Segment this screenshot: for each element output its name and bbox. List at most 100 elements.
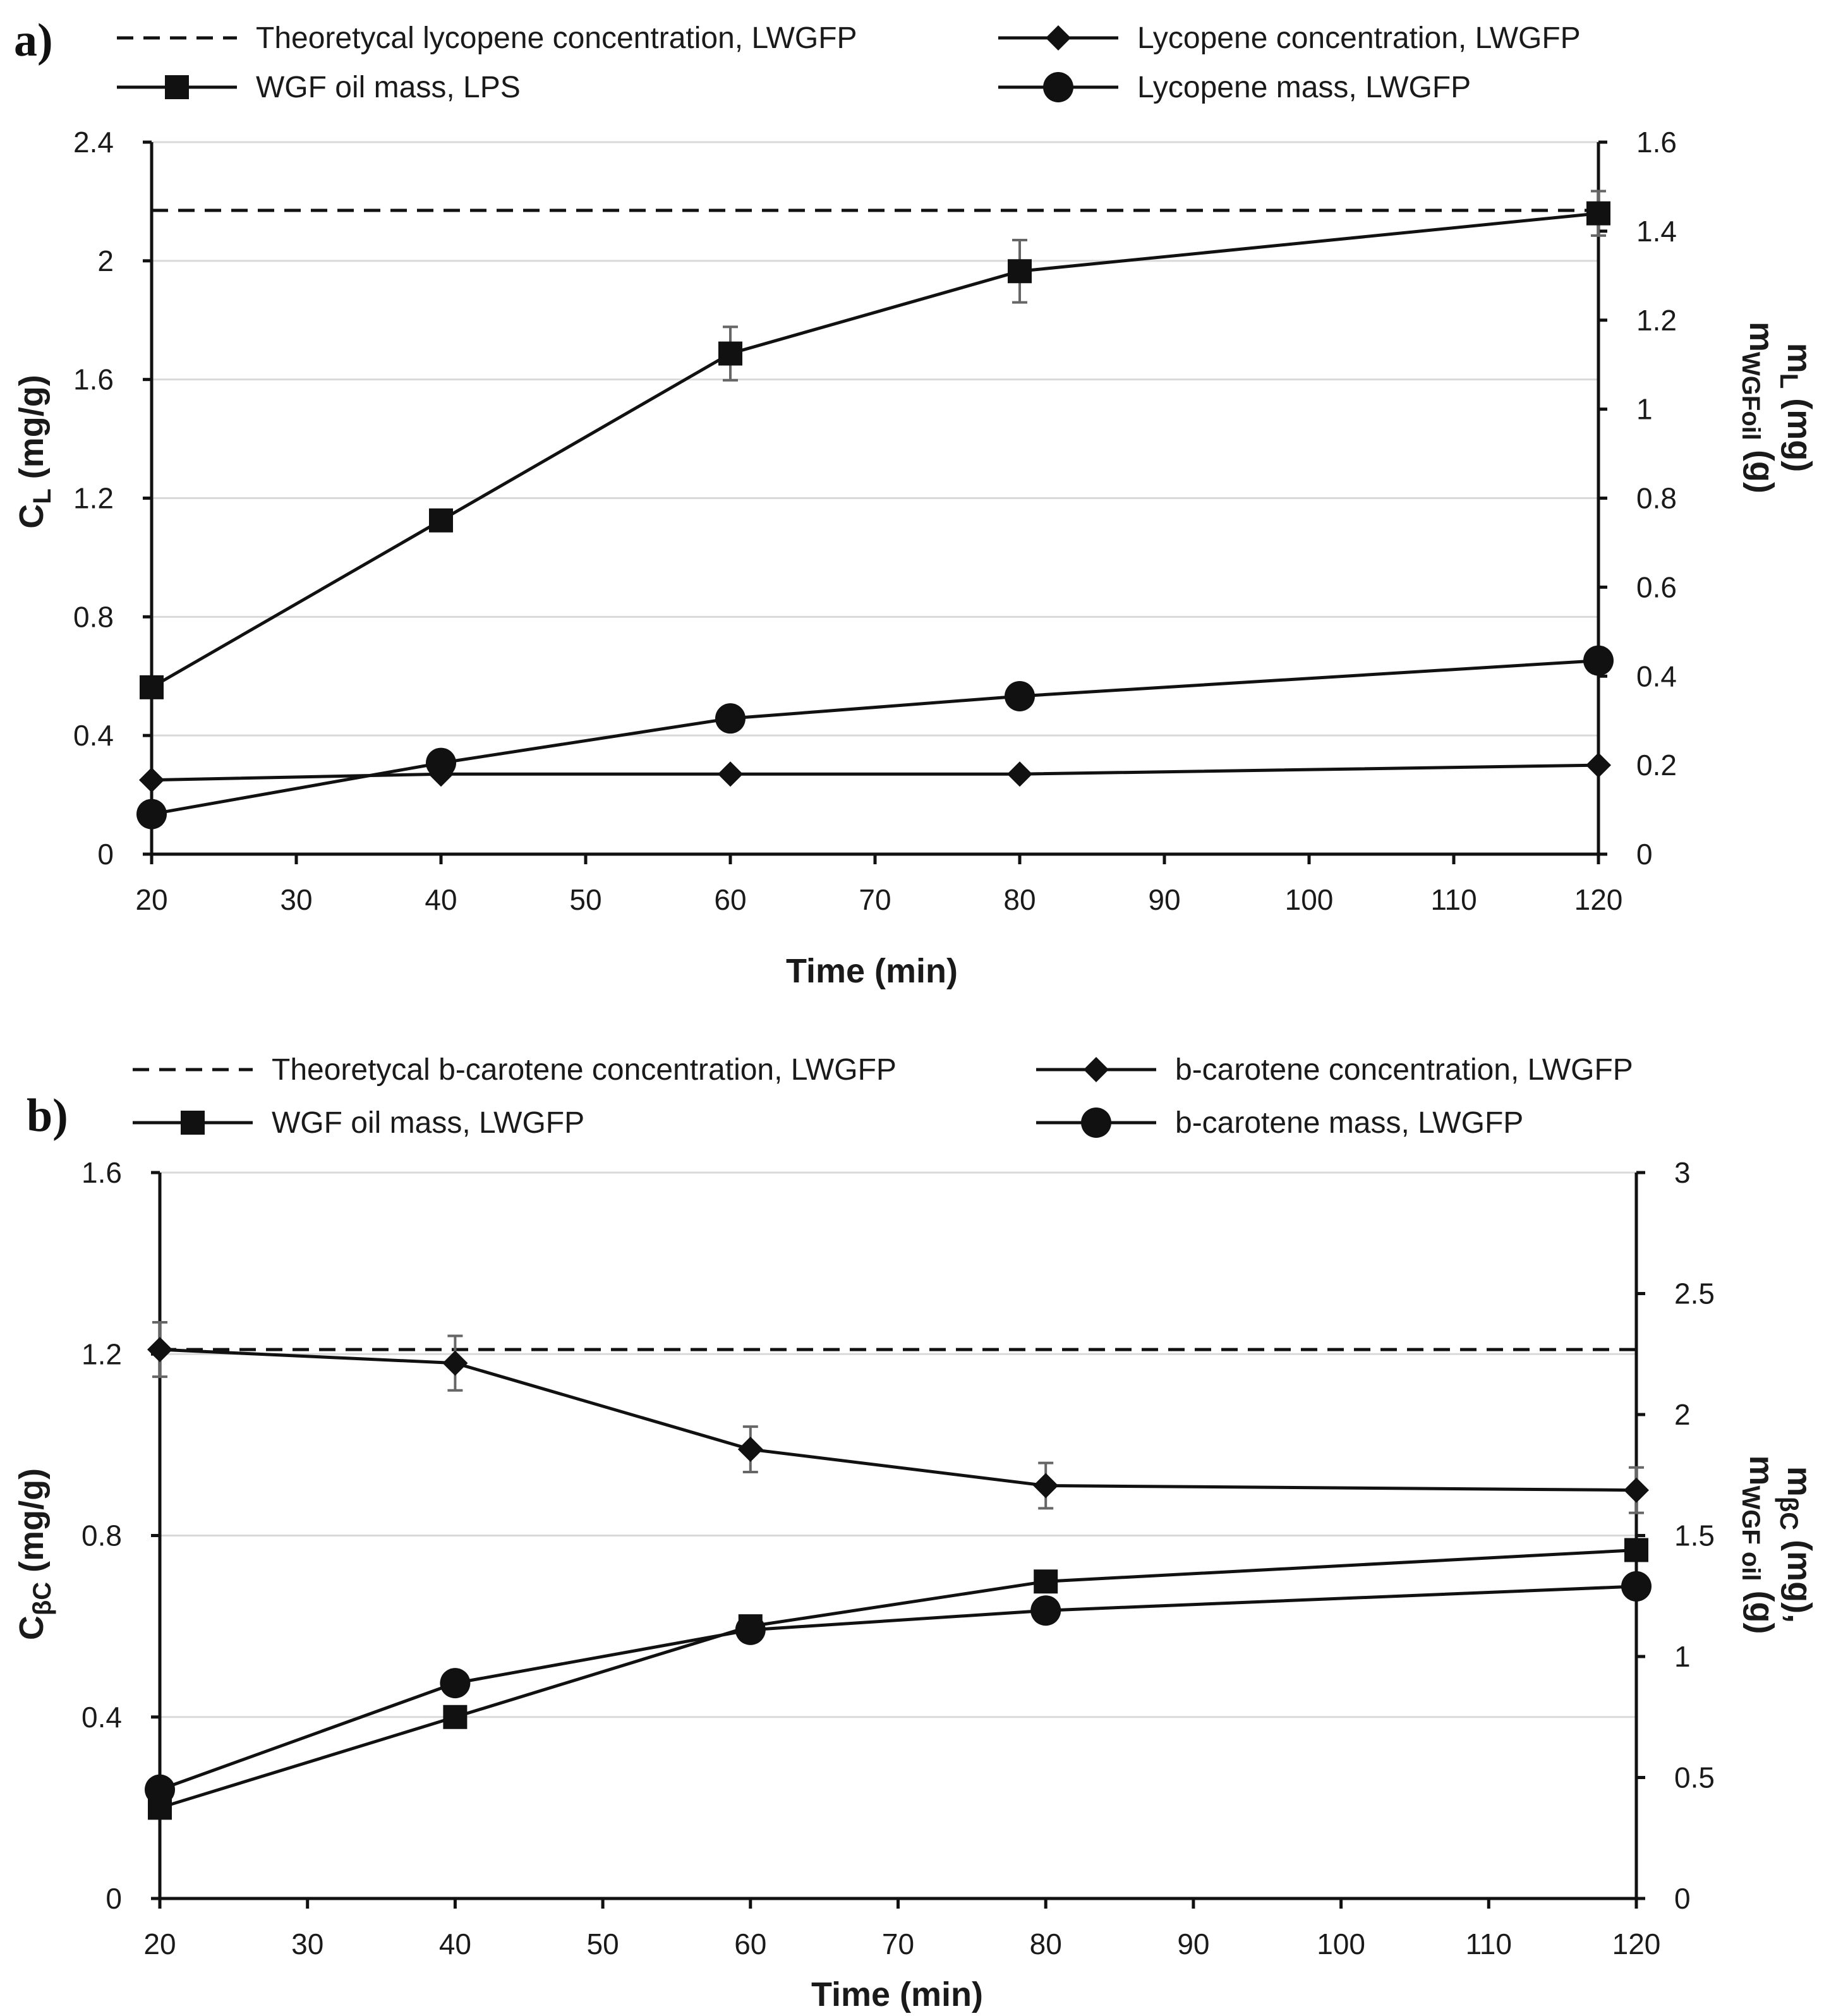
charta-legend-label-2: WGF oil mass, LPS <box>256 71 521 104</box>
charta-series-1-point-0 <box>139 767 164 793</box>
chartb-y-right-tick-label-4: 2 <box>1674 1398 1691 1431</box>
charta-series-2-point-3 <box>1008 259 1032 284</box>
y-axis-label-right-a: mL (mg) <box>1775 343 1818 472</box>
charta-x-tick-label-7: 90 <box>1148 883 1180 916</box>
chartb-x-tick-label-7: 90 <box>1177 1928 1209 1960</box>
charta-x-tick-label-1: 30 <box>280 883 312 916</box>
charta-x-tick-label-3: 50 <box>569 883 601 916</box>
charta-series-3-point-0 <box>136 799 167 830</box>
charta-series-2-point-0 <box>140 675 164 699</box>
chartb-series-3-point-4 <box>1621 1571 1652 1602</box>
chartb-series-1-point-0 <box>147 1337 172 1363</box>
chart-b: b) Theoretycal b-carotene concentration,… <box>13 1053 1818 2013</box>
chartb-series-3-point-0 <box>145 1774 175 1805</box>
charta-series-1-point-3 <box>1007 761 1032 787</box>
chartb-series-3-point-1 <box>440 1668 471 1699</box>
chartb-x-tick-label-8: 100 <box>1317 1928 1365 1960</box>
legend-b: Theoretycal b-carotene concentration, LW… <box>133 1053 1633 1140</box>
chartb-x-tick-label-1: 30 <box>291 1928 323 1960</box>
chartb-x-tick-label-0: 20 <box>143 1928 176 1960</box>
charta-series-3-line <box>151 659 1599 816</box>
charta-y-left-tick-label-1: 0.4 <box>73 719 114 752</box>
charta-y-left-tick-label-6: 2.4 <box>73 126 114 159</box>
chartb-y-right-tick-label-0: 0 <box>1674 1882 1691 1915</box>
series-a <box>136 190 1614 830</box>
chartb-series-1-line <box>159 1348 1637 1492</box>
chartb-series-1-point-1 <box>442 1350 468 1376</box>
charta-x-tick-label-2: 40 <box>425 883 457 916</box>
chartb-x-tick-label-3: 50 <box>587 1928 619 1960</box>
panel-b-label: b) <box>27 1090 68 1142</box>
charta-y-right-tick-label-0: 0 <box>1636 838 1653 871</box>
x-axis-label-a: Time (min) <box>786 952 958 990</box>
chartb-y-right-tick-label-6: 3 <box>1674 1156 1691 1189</box>
chartb-legend-marker-1 <box>1084 1057 1109 1082</box>
charta-series-3-point-4 <box>1583 645 1614 676</box>
charta-y-right-tick-label-2: 0.4 <box>1636 660 1677 692</box>
chartb-series-2-line <box>159 1548 1637 1809</box>
gridlines-b <box>160 1171 1636 1718</box>
y-axis-label-left-a: CL (mg/g) <box>13 375 56 528</box>
x-axis-label-b: Time (min) <box>811 1976 983 2013</box>
charta-x-tick-label-9: 110 <box>1430 883 1477 916</box>
charta-y-left-tick-label-2: 0.8 <box>73 600 114 633</box>
gridlines-a <box>152 141 1598 737</box>
axes-b <box>151 1171 1645 1909</box>
charta-y-right-tick-label-5: 1 <box>1636 393 1653 426</box>
chartb-y-left-tick-label-0: 0 <box>106 1882 122 1915</box>
charta-y-right-tick-label-6: 1.2 <box>1636 304 1677 337</box>
charta-x-tick-label-8: 100 <box>1285 883 1334 916</box>
chartb-x-tick-label-5: 70 <box>882 1928 914 1960</box>
chart-a: a) Theoretycal lycopene concentration, L… <box>13 15 1818 990</box>
chartb-series-1-point-4 <box>1624 1477 1649 1503</box>
chartb-series-3-line <box>159 1584 1637 1792</box>
charta-series-1-line <box>151 763 1599 782</box>
chartb-series-1-point-3 <box>1033 1473 1059 1499</box>
chartb-series-2-point-4 <box>1624 1538 1648 1562</box>
charta-legend-label-3: Lycopene mass, LWGFP <box>1137 71 1471 104</box>
charta-series-2-point-4 <box>1586 201 1610 226</box>
chartb-y-left-tick-label-3: 1.2 <box>82 1337 122 1370</box>
charta-y-right-tick-label-4: 0.8 <box>1636 482 1677 515</box>
charta-x-tick-label-4: 60 <box>714 883 746 916</box>
chartb-y-left-tick-label-2: 0.8 <box>82 1519 122 1552</box>
y-axis-label-left-b: CβC (mg/g) <box>13 1468 56 1640</box>
charta-y-left-tick-label-5: 2 <box>97 244 114 277</box>
chartb-y-right-tick-label-2: 1 <box>1674 1640 1691 1673</box>
charta-x-tick-label-6: 80 <box>1003 883 1036 916</box>
chartb-x-tick-label-4: 60 <box>734 1928 766 1960</box>
charta-series-2-point-2 <box>718 341 742 366</box>
charta-series-1-point-4 <box>1586 752 1611 778</box>
charta-series-3-point-2 <box>715 703 746 734</box>
series-b <box>145 1320 1652 1820</box>
tick-labels-a: 20 30 40 50 60 70 80 90 100 110 120 0 0.4 0.8 1.2 1.6 2 2… <box>73 126 1677 916</box>
chartb-legend-marker-2 <box>181 1111 205 1135</box>
charta-series-1-point-2 <box>718 761 743 787</box>
charta-y-right-tick-label-8: 1.6 <box>1636 126 1677 159</box>
chartb-series-2-point-1 <box>443 1705 468 1729</box>
charta-y-right-tick-label-7: 1.4 <box>1636 215 1677 248</box>
chartb-legend-marker-3 <box>1081 1108 1111 1138</box>
chartb-series-2-point-3 <box>1034 1569 1058 1594</box>
charta-y-left-tick-label-4: 1.6 <box>73 363 114 396</box>
charta-x-tick-label-5: 70 <box>859 883 891 916</box>
chartb-y-left-tick-label-4: 1.6 <box>82 1156 122 1189</box>
legend-a: Theoretycal lycopene concentration, LWGF… <box>117 21 1581 104</box>
charta-series-2-point-1 <box>429 508 453 533</box>
chartb-y-right-tick-label-5: 2.5 <box>1674 1277 1715 1310</box>
chartb-legend-label-2: WGF oil mass, LWGFP <box>272 1106 584 1140</box>
charta-x-tick-label-10: 120 <box>1574 883 1623 916</box>
chartb-legend-label-1: b-carotene concentration, LWGFP <box>1175 1053 1633 1087</box>
charta-y-right-tick-label-3: 0.6 <box>1636 570 1677 603</box>
charta-y-right-tick-label-1: 0.2 <box>1636 749 1677 782</box>
chartb-y-left-tick-label-1: 0.4 <box>82 1701 122 1734</box>
charta-legend-label-0: Theoretycal lycopene concentration, LWGF… <box>256 21 857 55</box>
chartb-y-right-tick-label-3: 1.5 <box>1674 1519 1715 1552</box>
chartb-y-right-tick-label-1: 0.5 <box>1674 1761 1715 1794</box>
chartb-x-tick-label-10: 120 <box>1612 1928 1661 1960</box>
y-axis-label-right2-a: mWGFoil (g) <box>1737 322 1780 493</box>
axes-a <box>143 140 1607 864</box>
chartb-series-3-point-3 <box>1030 1595 1061 1626</box>
chartb-x-tick-label-6: 80 <box>1030 1928 1062 1960</box>
